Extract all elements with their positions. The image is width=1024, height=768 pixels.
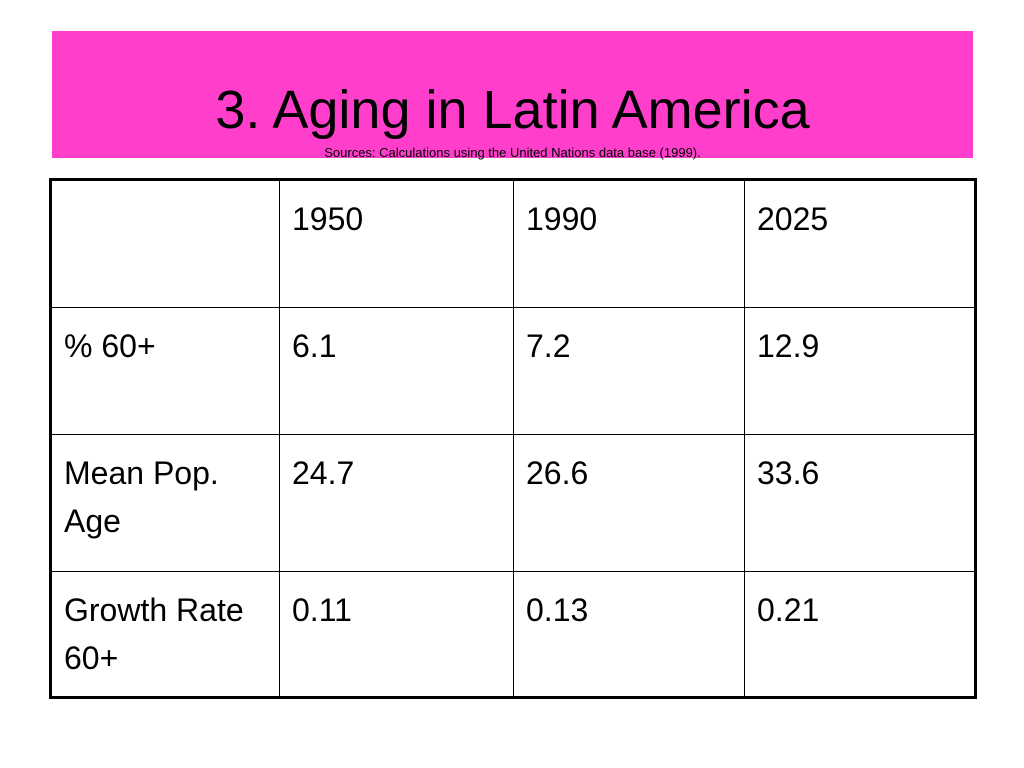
- table-row: Mean Pop. Age 24.7 26.6 33.6: [49, 434, 977, 572]
- table-header-cell-corner: [49, 178, 280, 308]
- table-header-cell-2025: 2025: [744, 178, 977, 308]
- table-cell: 24.7: [279, 434, 514, 572]
- table-header-row: 1950 1990 2025: [49, 178, 977, 308]
- table-cell: 6.1: [279, 307, 514, 435]
- slide-title: 3. Aging in Latin America: [215, 80, 810, 140]
- table-header-cell-1990: 1990: [513, 178, 745, 308]
- table-cell: 0.13: [513, 571, 745, 699]
- slide-subtitle: Sources: Calculations using the United N…: [324, 145, 701, 160]
- data-table: 1950 1990 2025 % 60+ 6.1 7.2 12.9 Mean P…: [49, 178, 977, 699]
- table-cell: 7.2: [513, 307, 745, 435]
- table-cell: 0.21: [744, 571, 977, 699]
- row-label-mean-pop-age: Mean Pop. Age: [49, 434, 280, 572]
- row-label-growth-rate-60: Growth Rate 60+: [49, 571, 280, 699]
- table-cell: 12.9: [744, 307, 977, 435]
- table-cell: 26.6: [513, 434, 745, 572]
- table-row: % 60+ 6.1 7.2 12.9: [49, 307, 977, 435]
- table-cell: 33.6: [744, 434, 977, 572]
- table-row: Growth Rate 60+ 0.11 0.13 0.21: [49, 571, 977, 699]
- title-band: [52, 31, 973, 158]
- table-header-cell-1950: 1950: [279, 178, 514, 308]
- table-cell: 0.11: [279, 571, 514, 699]
- row-label-pct-60: % 60+: [49, 307, 280, 435]
